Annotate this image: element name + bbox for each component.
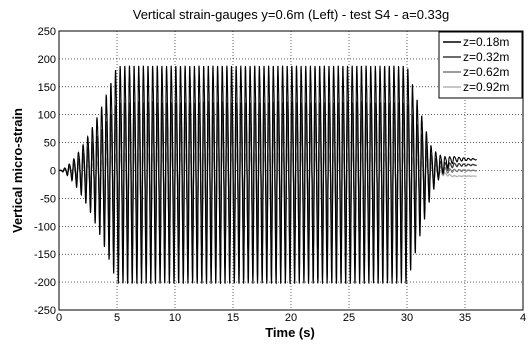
legend-entry: z=0.92m <box>463 80 509 94</box>
x-tick-label: 30 <box>401 312 413 324</box>
y-tick-label: 100 <box>38 110 56 122</box>
tick-labels: -250 -200 -150 -100 -50 0 50 100 150 200 250 0 5 10 15… <box>34 26 526 324</box>
y-axis-label: Vertical micro-strain <box>10 108 25 233</box>
y-tick-label: -200 <box>34 277 56 289</box>
chart-title: Vertical strain-gauges y=0.6m (Left) - t… <box>133 7 450 22</box>
x-tick-label: 4 <box>520 312 526 324</box>
y-tick-label: 250 <box>38 26 56 38</box>
y-tick-label: -50 <box>40 193 56 205</box>
y-tick-label: 200 <box>38 54 56 66</box>
legend-entry: z=0.62m <box>463 65 509 79</box>
y-tick-label: -150 <box>34 249 56 261</box>
x-tick-label: 35 <box>459 312 471 324</box>
y-tick-label: 150 <box>38 82 56 94</box>
x-tick-label: 10 <box>169 312 181 324</box>
y-tick-label: 50 <box>44 138 56 150</box>
legend-entry: z=0.18m <box>463 35 509 49</box>
plot-frame <box>58 30 524 311</box>
series-line-z=0.18m <box>59 65 477 285</box>
x-axis-label: Time (s) <box>265 325 315 340</box>
x-tick-label: 25 <box>343 312 355 324</box>
x-tick-label: 5 <box>114 312 120 324</box>
x-tick-label: 20 <box>285 312 297 324</box>
x-tick-label: 15 <box>227 312 239 324</box>
y-tick-label: -250 <box>34 305 56 317</box>
series-group <box>59 65 478 285</box>
y-tick-label: -100 <box>34 221 56 233</box>
legend-entry: z=0.32m <box>463 50 509 64</box>
y-tick-label: 0 <box>50 166 56 178</box>
x-tick-label: 0 <box>56 312 62 324</box>
